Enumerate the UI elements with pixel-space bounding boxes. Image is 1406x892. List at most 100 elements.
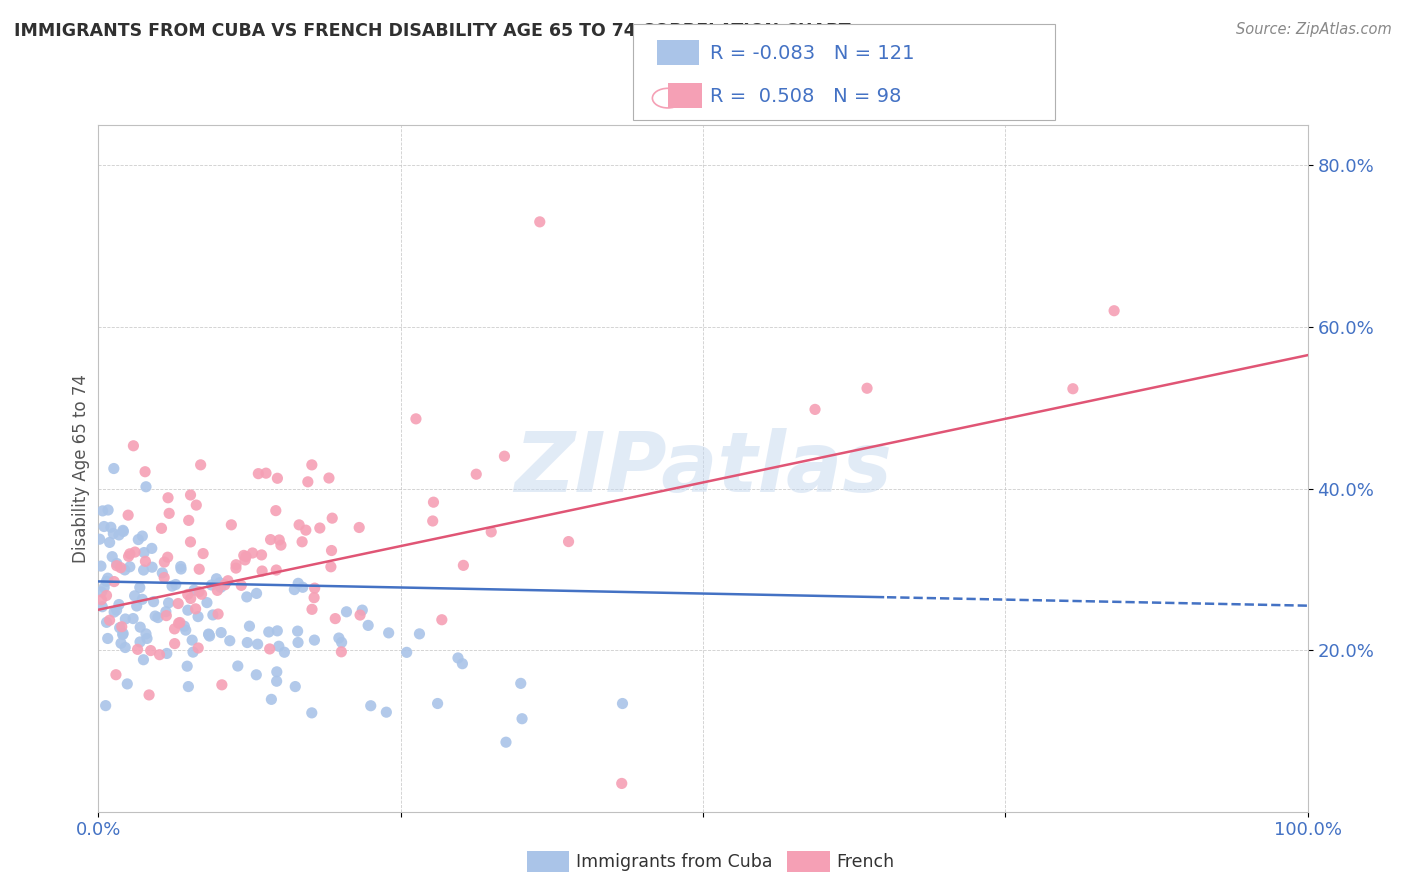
Point (97, 503, 120, 517)
Point (297, 475, 319, 489)
Point (207, 607, 229, 621)
Point (138, 688, 160, 702)
Point (155, 605, 177, 619)
Point (156, 647, 179, 661)
Point (91, 599, 114, 614)
Point (209, 625, 232, 640)
Point (128, 581, 150, 595)
Point (347, 520, 370, 534)
Point (612, 697, 634, 711)
Point (190, 458, 212, 472)
Point (198, 629, 221, 643)
Point (118, 547, 141, 561)
Point (221, 517, 243, 532)
Point (177, 513, 200, 527)
Point (201, 607, 224, 622)
Point (114, 640, 136, 655)
Point (254, 466, 277, 480)
Point (557, 534, 579, 549)
Point (105, 558, 128, 573)
Point (250, 564, 273, 578)
Point (184, 602, 207, 616)
Point (209, 580, 232, 594)
Point (103, 574, 125, 589)
Point (100, 520, 122, 534)
Point (328, 631, 350, 645)
Point (101, 549, 124, 564)
Point (301, 458, 323, 472)
Point (231, 578, 253, 592)
Point (266, 624, 288, 638)
Text: R =  0.508   N = 98: R = 0.508 N = 98 (710, 87, 901, 106)
Point (245, 586, 267, 600)
Point (131, 529, 153, 543)
Point (156, 550, 179, 565)
Point (111, 627, 134, 641)
Point (509, 676, 531, 690)
Point (117, 508, 139, 523)
Point (187, 640, 209, 655)
Text: Immigrants from Cuba: Immigrants from Cuba (576, 853, 773, 871)
Point (319, 559, 342, 574)
Point (236, 590, 259, 604)
Point (150, 566, 173, 580)
Point (143, 609, 166, 624)
Point (395, 645, 418, 659)
Point (260, 692, 283, 706)
Point (510, 712, 533, 726)
Point (236, 635, 259, 649)
Point (135, 627, 157, 641)
Point (125, 599, 148, 613)
Point (200, 578, 222, 592)
Point (257, 624, 280, 639)
Point (108, 528, 131, 542)
Point (447, 651, 470, 665)
Point (108, 621, 131, 635)
Point (233, 553, 256, 567)
Point (98, 613, 121, 627)
Point (287, 635, 309, 649)
Point (135, 480, 157, 494)
Point (176, 659, 198, 673)
Point (127, 642, 149, 657)
Point (273, 645, 295, 659)
Point (211, 678, 233, 692)
Point (139, 643, 162, 657)
Point (90, 585, 112, 599)
Point (173, 619, 195, 633)
Point (287, 624, 309, 639)
Point (302, 591, 325, 605)
Point (304, 581, 326, 595)
Point (132, 563, 155, 577)
Point (188, 584, 211, 599)
Point (177, 680, 200, 694)
Point (349, 608, 371, 623)
Point (304, 633, 326, 648)
Point (360, 698, 382, 713)
Point (291, 580, 314, 594)
Point (134, 465, 156, 479)
Point (247, 467, 270, 481)
Point (181, 645, 204, 659)
Point (93, 519, 115, 533)
Point (288, 517, 311, 532)
Point (177, 587, 200, 601)
Point (111, 620, 134, 634)
Point (190, 587, 212, 601)
Point (97, 571, 120, 585)
Point (259, 533, 281, 547)
Point (177, 603, 200, 617)
Point (129, 620, 152, 634)
Point (408, 627, 430, 641)
Point (295, 523, 318, 537)
Point (218, 633, 240, 648)
Point (104, 667, 127, 681)
Point (112, 626, 135, 640)
Point (610, 776, 633, 790)
Text: R = -0.083   N = 121: R = -0.083 N = 121 (710, 44, 914, 63)
Point (529, 215, 551, 229)
Point (246, 637, 269, 651)
Point (205, 572, 228, 586)
Point (117, 549, 139, 564)
Point (191, 547, 214, 561)
